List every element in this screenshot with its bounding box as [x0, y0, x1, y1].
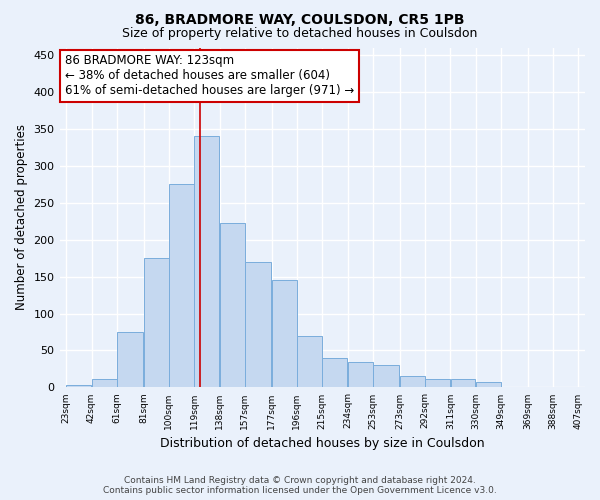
Bar	[92, 378, 116, 388]
Bar	[117, 332, 143, 388]
X-axis label: Distribution of detached houses by size in Coulsdon: Distribution of detached houses by size …	[160, 437, 485, 450]
Y-axis label: Number of detached properties: Number of detached properties	[15, 124, 28, 310]
Bar	[451, 378, 475, 388]
Text: Size of property relative to detached houses in Coulsdon: Size of property relative to detached ho…	[122, 28, 478, 40]
Text: 86 BRADMORE WAY: 123sqm
← 38% of detached houses are smaller (604)
61% of semi-d: 86 BRADMORE WAY: 123sqm ← 38% of detache…	[65, 54, 354, 98]
Bar	[144, 258, 169, 388]
Bar	[373, 366, 400, 388]
Bar	[169, 184, 194, 388]
Bar	[220, 224, 245, 388]
Bar	[245, 262, 271, 388]
Bar	[425, 378, 450, 388]
Bar	[322, 358, 347, 388]
Text: Contains HM Land Registry data © Crown copyright and database right 2024.
Contai: Contains HM Land Registry data © Crown c…	[103, 476, 497, 495]
Bar	[476, 382, 501, 388]
Bar	[348, 362, 373, 388]
Bar	[194, 136, 220, 388]
Text: 86, BRADMORE WAY, COULSDON, CR5 1PB: 86, BRADMORE WAY, COULSDON, CR5 1PB	[135, 12, 465, 26]
Bar	[272, 280, 297, 388]
Bar	[297, 336, 322, 388]
Bar	[67, 385, 91, 388]
Bar	[400, 376, 425, 388]
